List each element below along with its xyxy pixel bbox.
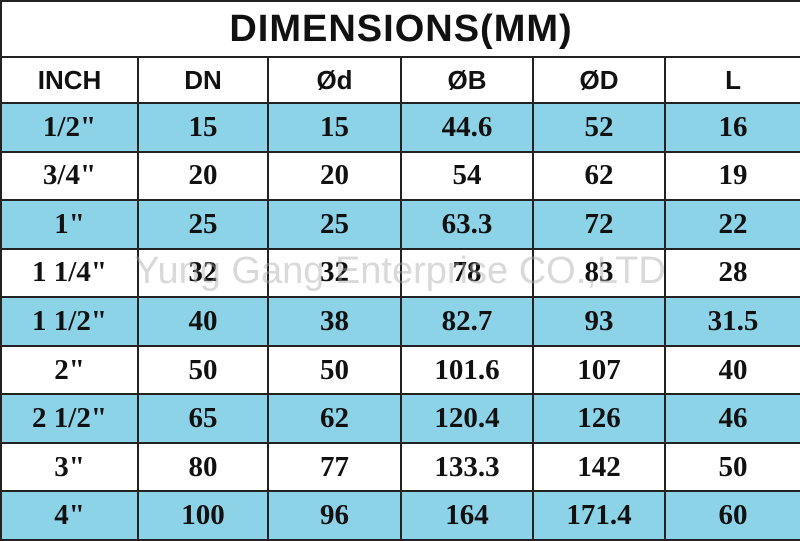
header-cell: ØB <box>400 56 534 104</box>
data-cell: 32 <box>267 247 402 299</box>
data-cell: 22 <box>663 199 800 250</box>
data-row: 1/2" 15 15 44.6 52 16 <box>0 102 800 153</box>
data-cell: 20 <box>267 150 402 202</box>
data-cell: 60 <box>663 490 800 541</box>
data-row: 4" 100 96 164 171.4 60 <box>0 490 800 541</box>
data-cell: 46 <box>663 393 800 444</box>
header-cell: ØD <box>532 56 666 104</box>
data-cell: 50 <box>663 441 800 493</box>
header-cell: Ød <box>267 56 402 104</box>
data-cell: 120.4 <box>400 393 534 444</box>
header-cell: DN <box>137 56 269 104</box>
data-cell: 2 1/2" <box>0 393 139 444</box>
data-cell: 164 <box>400 490 534 541</box>
data-cell: 2" <box>0 344 139 396</box>
header-row: INCH DN Ød ØB ØD L <box>0 56 800 104</box>
header-cell: INCH <box>0 56 139 104</box>
data-cell: 16 <box>663 102 800 153</box>
data-cell: 107 <box>532 344 666 396</box>
data-cell: 32 <box>137 247 269 299</box>
data-cell: 83 <box>532 247 666 299</box>
data-cell: 40 <box>137 296 269 347</box>
data-cell: 77 <box>267 441 402 493</box>
data-cell: 3/4" <box>0 150 139 202</box>
data-row: 2 1/2" 65 62 120.4 126 46 <box>0 393 800 444</box>
data-cell: 96 <box>267 490 402 541</box>
data-cell: 171.4 <box>532 490 666 541</box>
data-cell: 4" <box>0 490 139 541</box>
data-cell: 142 <box>532 441 666 493</box>
data-cell: 54 <box>400 150 534 202</box>
data-cell: 65 <box>137 393 269 444</box>
data-cell: 40 <box>663 344 800 396</box>
data-cell: 19 <box>663 150 800 202</box>
data-cell: 101.6 <box>400 344 534 396</box>
data-cell: 126 <box>532 393 666 444</box>
data-row: 3/4" 20 20 54 62 19 <box>0 150 800 202</box>
data-cell: 1" <box>0 199 139 250</box>
data-cell: 78 <box>400 247 534 299</box>
data-cell: 72 <box>532 199 666 250</box>
data-cell: 1 1/4" <box>0 247 139 299</box>
data-row: 1" 25 25 63.3 72 22 <box>0 199 800 250</box>
data-row: 1 1/2" 40 38 82.7 93 31.5 <box>0 296 800 347</box>
data-cell: 82.7 <box>400 296 534 347</box>
data-cell: 62 <box>267 393 402 444</box>
data-cell: 15 <box>267 102 402 153</box>
data-cell: 31.5 <box>663 296 800 347</box>
table-title: DIMENSIONS(MM) <box>0 0 800 58</box>
data-row: 2" 50 50 101.6 107 40 <box>0 344 800 396</box>
data-cell: 44.6 <box>400 102 534 153</box>
data-cell: 38 <box>267 296 402 347</box>
header-cell: L <box>663 56 800 104</box>
data-cell: 62 <box>532 150 666 202</box>
data-row: 1 1/4" 32 32 78 83 28 <box>0 247 800 299</box>
data-cell: 1 1/2" <box>0 296 139 347</box>
data-row: 3" 80 77 133.3 142 50 <box>0 441 800 493</box>
data-cell: 1/2" <box>0 102 139 153</box>
title-row: DIMENSIONS(MM) <box>0 0 800 58</box>
data-cell: 15 <box>137 102 269 153</box>
data-cell: 133.3 <box>400 441 534 493</box>
data-cell: 52 <box>532 102 666 153</box>
data-cell: 63.3 <box>400 199 534 250</box>
data-cell: 28 <box>663 247 800 299</box>
data-cell: 20 <box>137 150 269 202</box>
data-cell: 80 <box>137 441 269 493</box>
data-cell: 50 <box>137 344 269 396</box>
data-cell: 25 <box>137 199 269 250</box>
data-cell: 93 <box>532 296 666 347</box>
data-cell: 100 <box>137 490 269 541</box>
data-cell: 50 <box>267 344 402 396</box>
data-cell: 3" <box>0 441 139 493</box>
data-cell: 25 <box>267 199 402 250</box>
